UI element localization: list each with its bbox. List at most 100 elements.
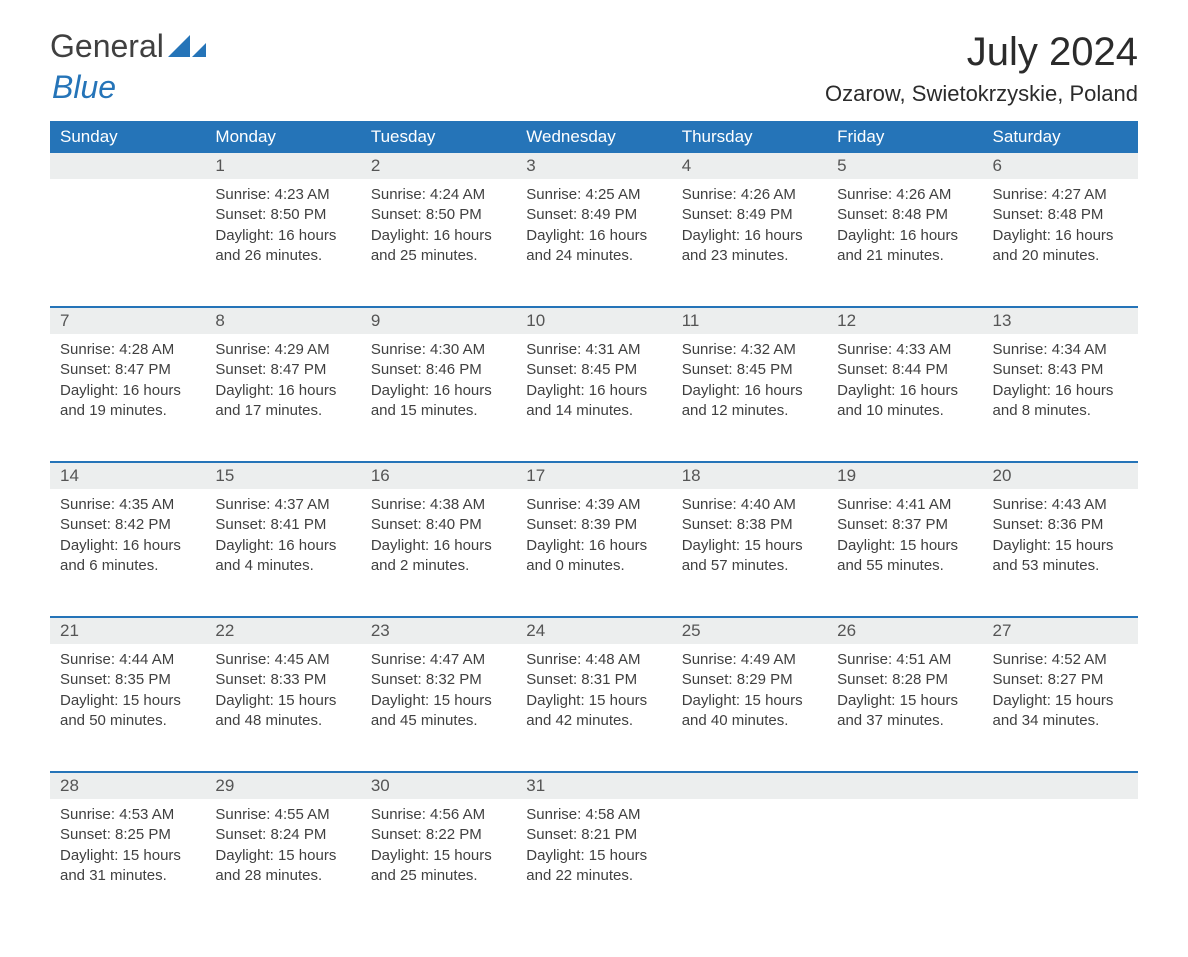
sunrise-line: Sunrise: 4:33 AM [837,340,972,360]
sunrise-line: Sunrise: 4:37 AM [215,495,350,515]
day-cell: Sunrise: 4:52 AMSunset: 8:27 PMDaylight:… [983,644,1138,772]
sunset-line: Sunset: 8:47 PM [60,360,195,380]
daylight-line: Daylight: 15 hours and 28 minutes. [215,846,350,887]
daylight-line: Daylight: 16 hours and 10 minutes. [837,381,972,422]
sunrise-line: Sunrise: 4:55 AM [215,805,350,825]
daylight-line: Daylight: 15 hours and 34 minutes. [993,691,1128,732]
day-number-cell: 8 [205,307,360,334]
sunrise-line: Sunrise: 4:30 AM [371,340,506,360]
day-cell: Sunrise: 4:25 AMSunset: 8:49 PMDaylight:… [516,179,671,307]
day-cell [672,799,827,927]
day-cell: Sunrise: 4:26 AMSunset: 8:49 PMDaylight:… [672,179,827,307]
day-number-cell: 11 [672,307,827,334]
sunset-line: Sunset: 8:37 PM [837,515,972,535]
day-number-cell: 29 [205,772,360,799]
sunset-line: Sunset: 8:21 PM [526,825,661,845]
sunrise-line: Sunrise: 4:52 AM [993,650,1128,670]
daylight-line: Daylight: 16 hours and 12 minutes. [682,381,817,422]
sunset-line: Sunset: 8:43 PM [993,360,1128,380]
sunset-line: Sunset: 8:29 PM [682,670,817,690]
day-cell: Sunrise: 4:38 AMSunset: 8:40 PMDaylight:… [361,489,516,617]
day-header: Tuesday [361,121,516,153]
day-cell: Sunrise: 4:48 AMSunset: 8:31 PMDaylight:… [516,644,671,772]
day-cell: Sunrise: 4:26 AMSunset: 8:48 PMDaylight:… [827,179,982,307]
day-number-cell: 31 [516,772,671,799]
day-number-cell [983,772,1138,799]
daylight-line: Daylight: 15 hours and 57 minutes. [682,536,817,577]
sunset-line: Sunset: 8:42 PM [60,515,195,535]
day-header: Friday [827,121,982,153]
day-header: Saturday [983,121,1138,153]
day-cell: Sunrise: 4:32 AMSunset: 8:45 PMDaylight:… [672,334,827,462]
day-number-cell: 2 [361,153,516,179]
daylight-line: Daylight: 15 hours and 45 minutes. [371,691,506,732]
day-cell: Sunrise: 4:58 AMSunset: 8:21 PMDaylight:… [516,799,671,927]
daylight-line: Daylight: 15 hours and 22 minutes. [526,846,661,887]
daylight-line: Daylight: 16 hours and 0 minutes. [526,536,661,577]
sunrise-line: Sunrise: 4:26 AM [682,185,817,205]
day-number-cell: 30 [361,772,516,799]
sunset-line: Sunset: 8:22 PM [371,825,506,845]
day-number-cell [50,153,205,179]
sunset-line: Sunset: 8:25 PM [60,825,195,845]
sunrise-line: Sunrise: 4:24 AM [371,185,506,205]
sunrise-line: Sunrise: 4:34 AM [993,340,1128,360]
sunrise-line: Sunrise: 4:49 AM [682,650,817,670]
day-cell: Sunrise: 4:35 AMSunset: 8:42 PMDaylight:… [50,489,205,617]
sunset-line: Sunset: 8:47 PM [215,360,350,380]
day-cell: Sunrise: 4:44 AMSunset: 8:35 PMDaylight:… [50,644,205,772]
day-number-cell: 20 [983,462,1138,489]
day-cell: Sunrise: 4:34 AMSunset: 8:43 PMDaylight:… [983,334,1138,462]
sunrise-line: Sunrise: 4:28 AM [60,340,195,360]
day-number-cell: 4 [672,153,827,179]
daylight-line: Daylight: 16 hours and 6 minutes. [60,536,195,577]
sunset-line: Sunset: 8:50 PM [215,205,350,225]
sunrise-line: Sunrise: 4:41 AM [837,495,972,515]
day-cell: Sunrise: 4:55 AMSunset: 8:24 PMDaylight:… [205,799,360,927]
sunrise-line: Sunrise: 4:39 AM [526,495,661,515]
day-cell: Sunrise: 4:31 AMSunset: 8:45 PMDaylight:… [516,334,671,462]
title-block: July 2024 Ozarow, Swietokrzyskie, Poland [825,30,1138,107]
day-number-cell: 7 [50,307,205,334]
day-number-cell: 3 [516,153,671,179]
daylight-line: Daylight: 16 hours and 17 minutes. [215,381,350,422]
sunset-line: Sunset: 8:31 PM [526,670,661,690]
day-content-row: Sunrise: 4:23 AMSunset: 8:50 PMDaylight:… [50,179,1138,307]
sunset-line: Sunset: 8:36 PM [993,515,1128,535]
sunset-line: Sunset: 8:38 PM [682,515,817,535]
daylight-line: Daylight: 16 hours and 2 minutes. [371,536,506,577]
sunset-line: Sunset: 8:48 PM [993,205,1128,225]
daylight-line: Daylight: 15 hours and 55 minutes. [837,536,972,577]
day-number-cell: 25 [672,617,827,644]
day-number-cell: 23 [361,617,516,644]
day-number-cell: 1 [205,153,360,179]
day-number-cell: 14 [50,462,205,489]
daylight-line: Daylight: 15 hours and 40 minutes. [682,691,817,732]
sunrise-line: Sunrise: 4:51 AM [837,650,972,670]
day-number-cell: 9 [361,307,516,334]
day-header: Thursday [672,121,827,153]
daylight-line: Daylight: 16 hours and 14 minutes. [526,381,661,422]
daynum-row: 123456 [50,153,1138,179]
daylight-line: Daylight: 16 hours and 15 minutes. [371,381,506,422]
day-number-cell: 10 [516,307,671,334]
day-cell: Sunrise: 4:33 AMSunset: 8:44 PMDaylight:… [827,334,982,462]
day-header: Monday [205,121,360,153]
sunset-line: Sunset: 8:39 PM [526,515,661,535]
day-number-cell: 19 [827,462,982,489]
sunrise-line: Sunrise: 4:27 AM [993,185,1128,205]
day-number-cell: 6 [983,153,1138,179]
sunset-line: Sunset: 8:46 PM [371,360,506,380]
sunrise-line: Sunrise: 4:23 AM [215,185,350,205]
day-number-cell [827,772,982,799]
daylight-line: Daylight: 16 hours and 8 minutes. [993,381,1128,422]
day-number-cell: 17 [516,462,671,489]
sunrise-line: Sunrise: 4:31 AM [526,340,661,360]
day-number-cell: 12 [827,307,982,334]
day-cell: Sunrise: 4:30 AMSunset: 8:46 PMDaylight:… [361,334,516,462]
day-cell: Sunrise: 4:40 AMSunset: 8:38 PMDaylight:… [672,489,827,617]
day-cell: Sunrise: 4:27 AMSunset: 8:48 PMDaylight:… [983,179,1138,307]
day-cell: Sunrise: 4:47 AMSunset: 8:32 PMDaylight:… [361,644,516,772]
day-number-cell: 15 [205,462,360,489]
day-cell [827,799,982,927]
